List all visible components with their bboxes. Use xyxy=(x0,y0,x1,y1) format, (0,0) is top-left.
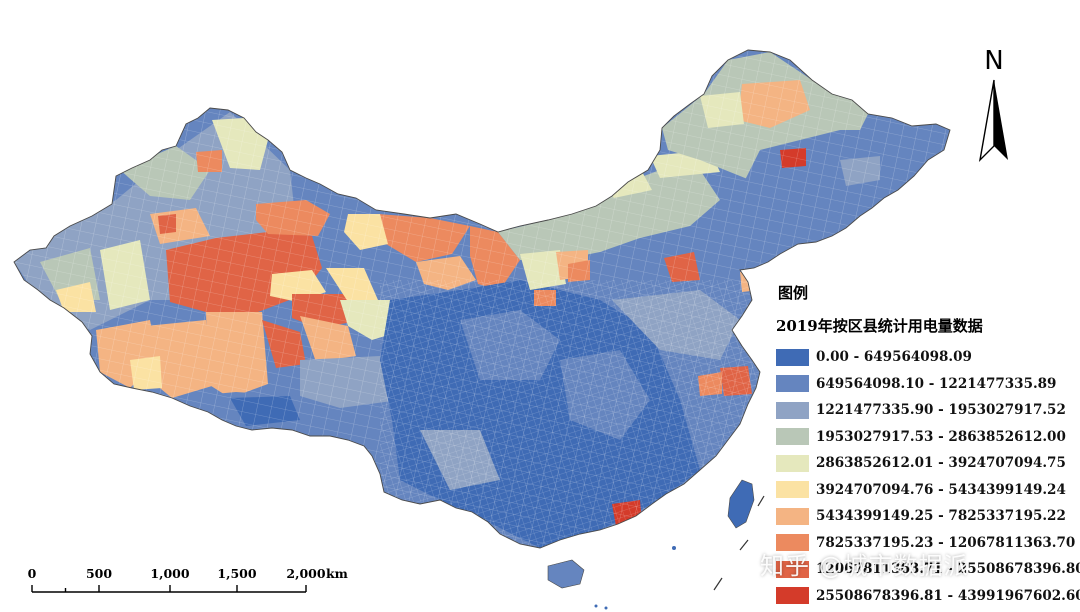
scale-bar-line xyxy=(31,585,307,593)
scale-tick-label: 1,500 xyxy=(217,566,257,581)
boundary-dash xyxy=(739,539,749,551)
scale-unit-label: km xyxy=(326,566,348,581)
legend-swatch xyxy=(776,428,809,446)
legend-label: 1953027917.53 - 2863852612.00 xyxy=(816,428,1066,445)
north-label: N xyxy=(984,46,1004,76)
island-dot xyxy=(604,606,608,610)
scale-tick-label: 0 xyxy=(27,566,37,581)
legend-label: 2863852612.01 - 3924707094.75 xyxy=(816,455,1066,472)
legend-swatch xyxy=(776,507,809,525)
boundary-dash xyxy=(713,577,723,591)
legend-label: 7825337195.23 - 12067811363.70 xyxy=(816,534,1076,551)
legend-item: 1221477335.90 - 1953027917.52 xyxy=(776,397,1078,424)
legend-label: 1221477335.90 - 1953027917.52 xyxy=(816,402,1066,419)
legend-item: 649564098.10 - 1221477335.89 xyxy=(776,371,1078,398)
legend-item: 12067811363.71 - 25508678396.80 xyxy=(776,556,1080,583)
legend-item: 1953027917.53 - 2863852612.00 xyxy=(776,424,1078,451)
scale-tick-label: 1,000 xyxy=(150,566,190,581)
map-legend: 图例 2019年按区县统计用电量数据 0.00 - 649564098.09 6… xyxy=(776,282,1080,610)
legend-item: 0.00 - 649564098.09 xyxy=(776,344,1078,371)
legend-label: 5434399149.25 - 7825337195.22 xyxy=(816,508,1066,525)
north-arrow: N xyxy=(968,46,1020,166)
legend-label: 0.00 - 649564098.09 xyxy=(816,349,972,366)
legend-item: 5434399149.25 - 7825337195.22 xyxy=(776,503,1078,530)
legend-swatch xyxy=(776,534,809,552)
legend-item: 3924707094.76 - 5434399149.24 xyxy=(776,477,1078,504)
legend-label: 3924707094.76 - 5434399149.24 xyxy=(816,481,1066,498)
legend-swatch xyxy=(776,401,809,419)
legend-item: 25508678396.81 - 43991967602.60 xyxy=(776,583,1080,610)
scale-tick-label: 2,000 xyxy=(286,566,326,581)
legend-swatch xyxy=(776,348,809,366)
island-dot xyxy=(594,604,598,608)
legend-label: 649564098.10 - 1221477335.89 xyxy=(816,375,1057,392)
legend-item: 7825337195.23 - 12067811363.70 xyxy=(776,530,1078,557)
island-dot xyxy=(672,546,676,550)
legend-swatch xyxy=(776,454,809,472)
island-taiwan xyxy=(727,479,755,529)
scale-bar: 0 500 1,000 1,500 2,000 km xyxy=(24,562,364,602)
watermark: 知乎 @城市数据派 xyxy=(760,552,969,580)
island-hainan xyxy=(547,559,585,589)
legend-subtitle: 2019年按区县统计用电量数据 xyxy=(776,317,983,335)
legend-swatch xyxy=(776,560,809,578)
legend-swatch xyxy=(776,587,809,605)
legend-label: 25508678396.81 - 43991967602.60 xyxy=(816,587,1080,604)
north-arrow-icon xyxy=(978,79,1008,163)
county-boundaries-dense xyxy=(380,280,760,548)
legend-swatch xyxy=(776,481,809,499)
legend-item: 2863852612.01 - 3924707094.75 xyxy=(776,450,1078,477)
scale-tick-label: 500 xyxy=(85,566,113,581)
legend-label: 12067811363.71 - 25508678396.80 xyxy=(816,561,1080,578)
boundary-dash xyxy=(757,495,765,507)
legend-heading: 图例 xyxy=(778,284,809,302)
legend-swatch xyxy=(776,375,809,393)
